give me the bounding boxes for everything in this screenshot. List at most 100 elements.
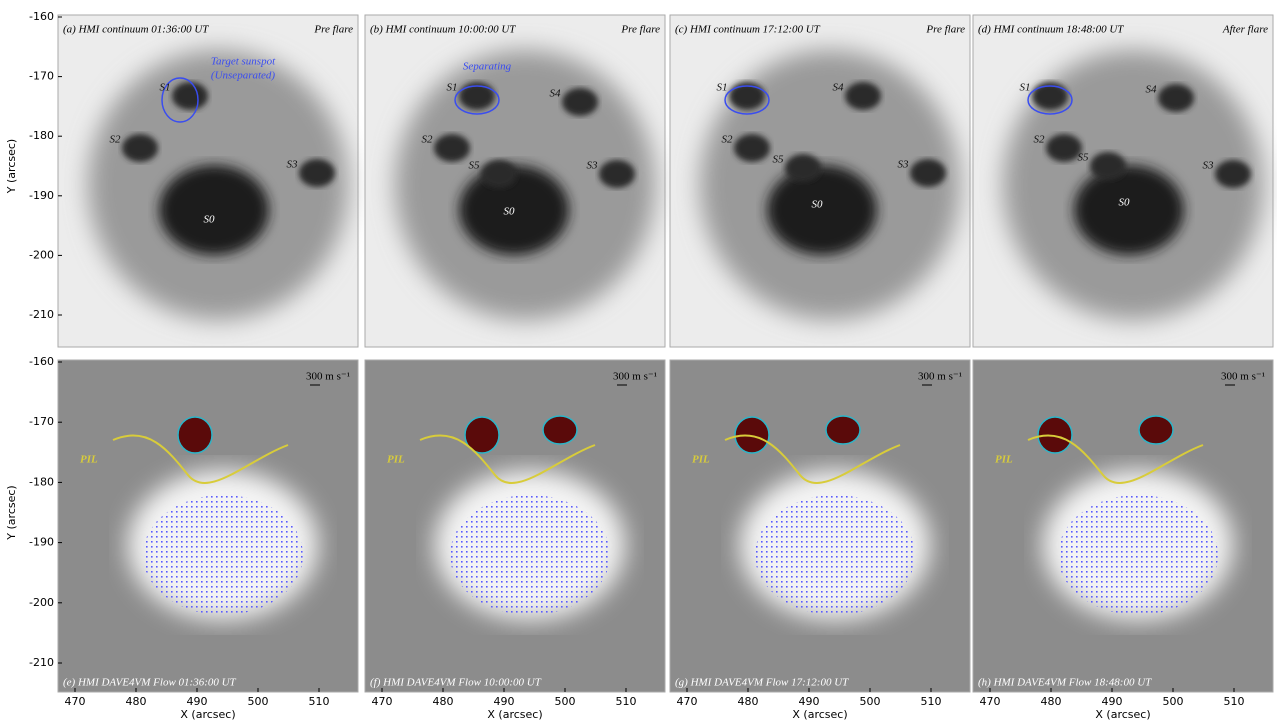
x-tick-label: 500 <box>1163 695 1184 708</box>
x-tick-label: 490 <box>799 695 820 708</box>
spot-label: S3 <box>587 160 599 172</box>
y-tick-label: -210 <box>29 656 54 669</box>
spot-label: S0 <box>1119 197 1131 209</box>
negative-spot <box>178 417 212 453</box>
x-tick-label: 480 <box>433 695 454 708</box>
x-tick-label: 510 <box>921 695 942 708</box>
spot-label: S3 <box>1203 160 1215 172</box>
y-tick-label: -170 <box>29 415 54 428</box>
scale-label: 300 m s⁻¹ <box>1221 371 1265 383</box>
continuum-panel: (d) HMI continuum 18:48:00 UT After flare… <box>973 15 1273 347</box>
spot <box>785 154 821 182</box>
spot-label: S2 <box>422 134 434 146</box>
x-tick-label: 510 <box>309 695 330 708</box>
figure: (a) HMI continuum 01:36:00 UT Pre flare S1… <box>0 0 1277 720</box>
x-tick-label: 500 <box>248 695 269 708</box>
x-tick-label: 500 <box>555 695 576 708</box>
x-tick-label: 470 <box>65 695 86 708</box>
x-tick-label: 490 <box>1102 695 1123 708</box>
spot-label: S4 <box>833 82 845 94</box>
spot <box>122 134 158 162</box>
umbra <box>1074 165 1184 255</box>
x-tick-label: 470 <box>980 695 1001 708</box>
spot-label: S5 <box>1078 152 1090 164</box>
y-tick-label: -190 <box>29 536 54 549</box>
negative-spot <box>826 416 860 444</box>
spot-label: S2 <box>110 134 122 146</box>
umbra <box>159 165 269 255</box>
velocity-vectors <box>755 495 915 615</box>
spot-label: S2 <box>722 134 734 146</box>
scale-label: 300 m s⁻¹ <box>613 371 657 383</box>
scale-label: 300 m s⁻¹ <box>306 371 350 383</box>
spot-label: S0 <box>504 206 516 218</box>
pil-label: PIL <box>387 454 405 466</box>
flare-phase: After flare <box>1222 24 1268 36</box>
x-tick-label: 470 <box>677 695 698 708</box>
velocity-vectors <box>143 495 303 615</box>
x-tick-label: 510 <box>1224 695 1245 708</box>
negative-spot <box>543 416 577 444</box>
y-tick-label: -200 <box>29 596 54 609</box>
spot <box>1090 152 1126 180</box>
spot-label: S1 <box>717 82 728 94</box>
scale-label: 300 m s⁻¹ <box>918 371 962 383</box>
x-tick-label: 480 <box>738 695 759 708</box>
spot-label: S5 <box>773 154 785 166</box>
flow-panel: 300 m s⁻¹PIL(h) HMI DAVE4VM Flow 18:48:0… <box>973 360 1273 720</box>
x-axis-label: X (arcsec) <box>792 708 847 720</box>
annotation: Separating <box>463 61 512 73</box>
panel-title: (a) HMI continuum 01:36:00 UT <box>63 24 209 36</box>
annotation: Target sunspot <box>211 56 276 68</box>
x-tick-label: 470 <box>372 695 393 708</box>
spot <box>599 160 635 188</box>
pil-label: PIL <box>692 454 710 466</box>
x-axis-label: X (arcsec) <box>487 708 542 720</box>
x-tick-label: 490 <box>187 695 208 708</box>
spot-label: S1 <box>160 82 171 94</box>
panel-title: (e) HMI DAVE4VM Flow 01:36:00 UT <box>63 677 237 689</box>
velocity-vectors <box>1058 495 1218 615</box>
negative-spot <box>1139 416 1173 444</box>
panel-title: (g) HMI DAVE4VM Flow 17:12:00 UT <box>675 677 849 689</box>
x-tick-label: 500 <box>860 695 881 708</box>
x-tick-label: 490 <box>494 695 515 708</box>
panel-title: (b) HMI continuum 10:00:00 UT <box>370 24 516 36</box>
spot <box>1215 160 1251 188</box>
spot <box>481 160 517 188</box>
spot-label: S5 <box>469 160 481 172</box>
panel-title: (f) HMI DAVE4VM Flow 10:00:00 UT <box>370 677 542 689</box>
spot <box>845 82 881 110</box>
flare-phase: Pre flare <box>620 24 660 36</box>
y-tick-label: -160 <box>29 355 54 368</box>
y-tick-label: -190 <box>29 189 54 202</box>
y-axis-label: Y (arcsec) <box>5 139 18 194</box>
spot-label: S2 <box>1034 134 1046 146</box>
spot-label: S3 <box>287 159 299 171</box>
y-tick-label: -170 <box>29 70 54 83</box>
pil-label: PIL <box>995 454 1013 466</box>
flow-panel: 300 m s⁻¹ PIL (f) HMI DAVE4VM Flow 10:00:0… <box>365 360 665 720</box>
annotation: (Unseparated) <box>211 70 275 82</box>
flare-phase: Pre flare <box>313 24 353 36</box>
spot <box>562 88 598 116</box>
y-tick-label: -200 <box>29 248 54 261</box>
spot <box>1158 84 1194 112</box>
x-tick-label: 480 <box>126 695 147 708</box>
flow-panel: 300 m s⁻¹ PIL (g) HMI DAVE4VM Flow 17:12:0… <box>670 360 970 720</box>
continuum-panel: (c) HMI continuum 17:12:00 UT Pre flare S1… <box>670 15 970 347</box>
spot <box>434 134 470 162</box>
flare-phase: Pre flare <box>925 24 965 36</box>
y-axis-label: Y (arcsec) <box>5 485 18 540</box>
spot <box>172 82 208 110</box>
x-tick-label: 480 <box>1041 695 1062 708</box>
x-axis-label: X (arcsec) <box>1095 708 1150 720</box>
panel-title: (c) HMI continuum 17:12:00 UT <box>675 24 821 36</box>
panel-title: (d) HMI continuum 18:48:00 UT <box>978 24 1124 36</box>
spot-label: S1 <box>1020 82 1031 94</box>
y-tick-label: -160 <box>29 10 54 23</box>
spot-label: S0 <box>812 199 824 211</box>
y-tick-label: -210 <box>29 308 54 321</box>
